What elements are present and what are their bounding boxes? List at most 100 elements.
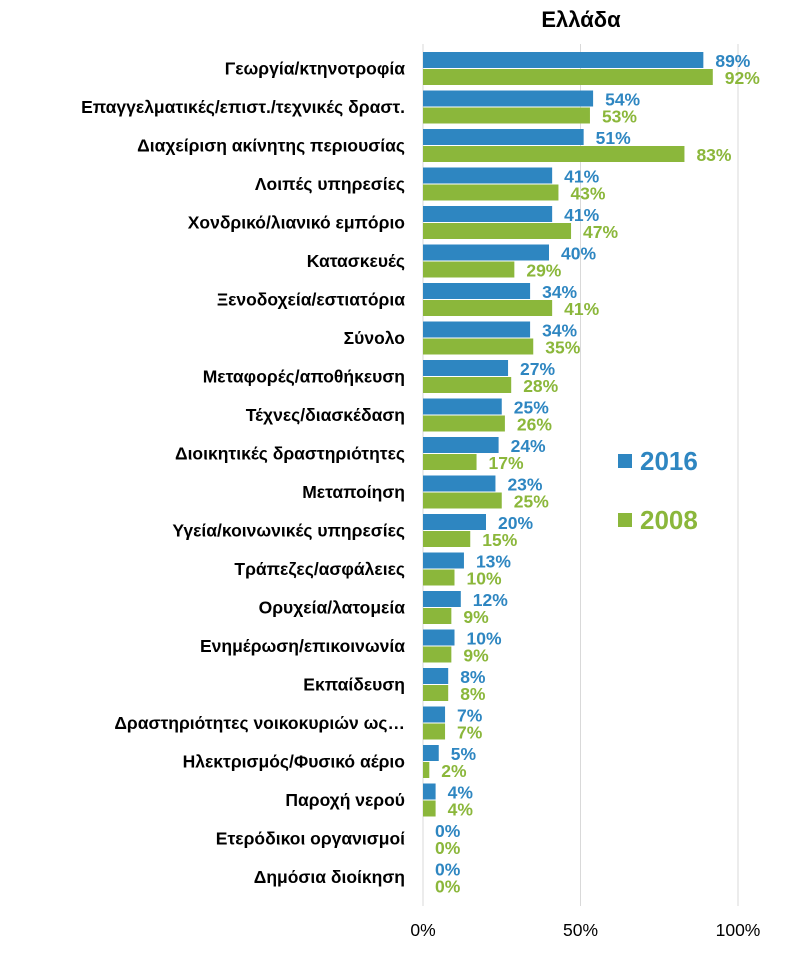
data-label-2008: 10% [467,569,502,589]
bar-2016 [423,783,436,800]
data-label-2008: 53% [602,107,637,127]
category-label: Διοικητικές δραστηριότητες [175,444,405,464]
x-tick-label: 0% [410,920,435,940]
bar-2016 [423,167,553,184]
data-label-2016: 10% [467,629,502,649]
data-label-2008: 9% [463,607,489,627]
bar-2016 [423,398,502,415]
bar-2016 [423,591,461,607]
data-label-2016: 8% [460,667,486,687]
category-label: Ξενοδοχεία/εστιατόρια [217,290,405,310]
category-label: Μεταφορές/αποθήκευση [203,367,405,387]
data-label-2008: 28% [523,376,558,396]
bar-2008 [423,685,449,701]
category-label: Ετερόδικοι οργανισμοί [216,829,405,849]
x-axis-ticks: 0% 50% 100% [410,920,760,940]
bar-2016 [423,552,464,569]
category-labels: Γεωργία/κτηνοτροφία Επαγγελματικές/επιστ.… [81,59,405,888]
category-label: Εκπαίδευση [303,675,405,695]
bar-2016 [423,745,439,761]
data-label-2008: 8% [460,684,486,704]
data-label-2008: 0% [435,838,461,858]
data-label-2008: 43% [570,184,605,204]
bar-2008 [423,184,559,201]
bar-2008 [423,300,553,316]
data-label-2008: 26% [517,415,552,435]
bar-2008 [423,377,512,393]
data-label-2008: 0% [435,877,461,897]
data-label-2008: 25% [514,492,549,512]
bar-2016 [423,706,446,723]
bar-2016 [423,514,486,530]
category-label: Δραστηριότητες νοικοκυριών ως… [114,713,405,733]
bar-2008 [423,492,502,509]
legend-swatch-2016 [618,454,632,468]
bar-2016 [423,629,455,646]
data-label-2016: 51% [596,128,631,148]
data-label-2016: 7% [457,706,483,726]
data-label-2008: 92% [725,68,760,88]
data-label-2008: 2% [441,761,467,781]
bar-2008 [423,608,452,624]
data-label-2016: 41% [564,205,599,225]
data-label-2008: 29% [526,261,561,281]
category-label: Επαγγελματικές/επιστ./τεχνικές δραστ. [81,97,405,117]
legend-swatch-2008 [618,513,632,527]
category-label: Παροχή νερού [285,790,405,810]
data-label-2008: 4% [448,800,474,820]
bar-2008 [423,800,436,817]
bar-2008 [423,569,455,586]
data-labels: 89%92%54%53%51%83%41%43%41%47%40%29%34%4… [435,51,760,897]
bar-2008 [423,646,452,663]
data-label-2016: 89% [715,51,750,71]
data-label-2016: 27% [520,359,555,379]
category-label: Μεταποίηση [302,482,405,502]
data-label-2016: 5% [451,744,477,764]
category-label: Ηλεκτρισμός/Φυσικό αέριο [183,752,405,772]
category-label: Ορυχεία/λατομεία [259,598,406,618]
data-label-2008: 9% [463,646,489,666]
legend-label-2016: 2016 [640,446,698,476]
data-label-2016: 20% [498,513,533,533]
bar-2016 [423,206,553,222]
category-label: Διαχείριση ακίνητης περιουσίας [137,136,405,156]
category-label: Τέχνες/διασκέδαση [246,405,405,425]
data-label-2016: 12% [473,590,508,610]
bar-2016 [423,244,549,261]
bar-2016 [423,129,584,145]
data-label-2016: 41% [564,167,599,187]
data-label-2016: 0% [435,821,461,841]
bar-2016 [423,283,531,299]
bars [423,52,713,817]
category-label: Γεωργία/κτηνοτροφία [225,59,406,79]
category-label: Χονδρικό/λιανικό εμπόριο [188,213,405,233]
bar-2016 [423,668,449,684]
bar-2008 [423,415,505,432]
data-label-2008: 83% [696,145,731,165]
chart-title: Ελλάδα [541,7,621,32]
bar-2008 [423,223,572,239]
category-label: Κατασκευές [307,251,405,271]
data-label-2016: 24% [511,436,546,456]
data-label-2016: 40% [561,244,596,264]
data-label-2016: 0% [435,860,461,880]
category-label: Λοιπές υπηρεσίες [255,174,405,194]
bar-2008 [423,261,515,278]
category-label: Υγεία/κοινωνικές υπηρεσίες [172,521,405,541]
bar-2016 [423,90,594,107]
data-label-2008: 7% [457,723,483,743]
bar-2016 [423,321,531,338]
data-label-2008: 47% [583,222,618,242]
data-label-2008: 35% [545,338,580,358]
bar-2016 [423,360,509,376]
bar-2016 [423,475,496,492]
data-label-2008: 17% [489,453,524,473]
bar-2016 [423,437,499,453]
bar-2008 [423,107,590,124]
data-label-2008: 15% [482,530,517,550]
bar-2008 [423,146,685,162]
legend-label-2008: 2008 [640,505,698,535]
data-label-2016: 34% [542,282,577,302]
x-tick-label: 100% [716,920,761,940]
